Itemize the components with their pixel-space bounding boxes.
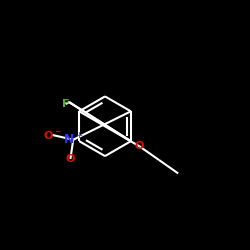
Text: O: O [135,142,144,152]
Text: O$^-$: O$^-$ [43,129,62,141]
Text: O: O [66,154,75,164]
Text: F: F [62,99,69,109]
Text: N$^+$: N$^+$ [63,132,84,147]
